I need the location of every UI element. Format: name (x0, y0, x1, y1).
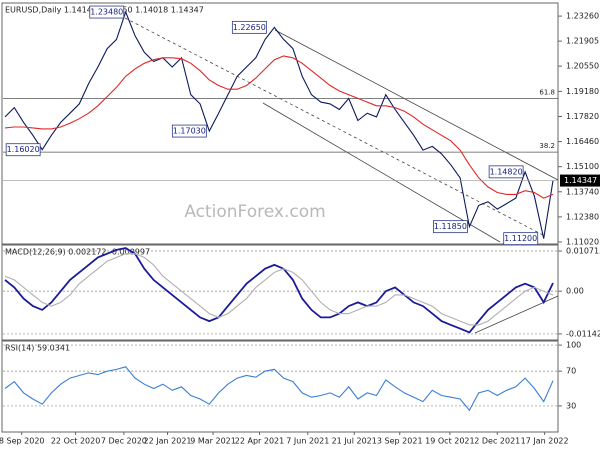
fib-label: 38.2 (539, 142, 555, 150)
x-tick-label: 2 Dec 2021 (474, 437, 520, 446)
price-label-box (171, 124, 207, 138)
trend-line (124, 17, 546, 237)
x-tick-label: 8 Sep 2020 (0, 437, 45, 446)
y-tick-label: 1.11020 (566, 237, 599, 246)
y-tick-label: 1.21905 (566, 37, 599, 46)
y-tick-label: 0.00 (566, 287, 584, 296)
y-tick-label: 1.16460 (566, 137, 599, 146)
price-label: 1.16020 (7, 145, 40, 154)
y-tick-label: -0.011424 (566, 329, 600, 338)
watermark: ActionForex.com (184, 202, 325, 222)
y-tick-label: 1.12380 (566, 212, 599, 221)
y-tick-label: 30 (566, 401, 576, 410)
y-tick-label: 1.13740 (566, 187, 599, 196)
price-label-box (503, 232, 539, 246)
y-tick-label: 0.010715 (566, 247, 600, 256)
price-label-box (231, 20, 267, 34)
channel-line (274, 29, 559, 181)
price-label: 1.11200 (504, 234, 537, 243)
price-label-box (433, 220, 468, 234)
current-price-box (560, 174, 600, 187)
x-tick-label: 22 Apr 2021 (235, 437, 284, 446)
series-line (4, 247, 554, 334)
x-tick-label: 22 Jan 2021 (144, 437, 192, 446)
x-tick-label: 9 Mar 2021 (190, 437, 236, 446)
x-tick-label: 19 Oct 2021 (425, 437, 474, 446)
series-line (4, 55, 554, 199)
x-tick-label: 7 Jun 2021 (286, 437, 329, 446)
price-label: 1.23480 (90, 8, 123, 17)
y-tick-label: 1.15100 (566, 162, 599, 171)
y-tick-label: 100 (566, 341, 581, 350)
price-label: 1.14820 (490, 167, 523, 176)
price-label-box (89, 5, 125, 19)
fib-label: 61.8 (539, 89, 555, 97)
y-tick-label: 1.19180 (566, 87, 599, 96)
y-tick-label: 1.17820 (566, 112, 599, 121)
panel-title: RSI(14) 59.0341 (5, 344, 70, 353)
channel-line (262, 102, 501, 243)
rsi-panel (1, 340, 559, 433)
series-line (4, 253, 554, 326)
price-label: 1.17030 (173, 127, 206, 136)
macd-panel (1, 244, 559, 341)
y-tick-label: 1.20550 (566, 62, 599, 71)
x-tick-label: 17 Jan 2022 (521, 437, 569, 446)
price-label-box (488, 165, 524, 179)
price-label: 1.11850 (434, 222, 467, 231)
x-tick-label: 21 Jul 2021 (332, 437, 377, 446)
y-tick-label: 70 (566, 367, 576, 376)
price-label-box (5, 143, 41, 157)
x-tick-label: 7 Dec 2020 (101, 437, 147, 446)
series-line (4, 366, 554, 412)
series-line (4, 10, 554, 239)
price-label: 1.22650 (233, 23, 266, 32)
panel-title: MACD(12,26,9) 0.002172 -0.000997 (5, 248, 150, 257)
y-tick-label: 1.23260 (566, 12, 599, 21)
x-tick-label: 3 Sep 2021 (377, 437, 423, 446)
price-panel (1, 2, 559, 245)
x-tick-label: 22 Oct 2020 (51, 437, 100, 446)
current-price-label: 1.14347 (564, 176, 597, 185)
